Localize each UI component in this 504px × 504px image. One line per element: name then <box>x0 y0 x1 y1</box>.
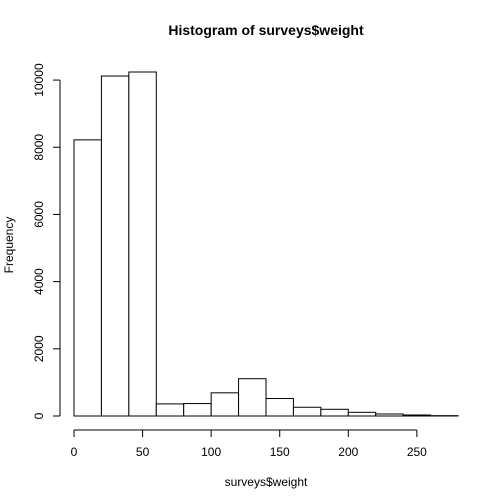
histogram-bar <box>128 71 157 417</box>
x-tick-label: 200 <box>338 445 358 459</box>
histogram-bar <box>320 408 349 417</box>
y-tick-label: 6000 <box>32 201 46 228</box>
histogram-bar <box>265 398 294 417</box>
y-tick-label: 8000 <box>32 134 46 161</box>
y-tick-label: 10000 <box>32 63 46 97</box>
y-tick-label: 0 <box>32 412 46 419</box>
histogram-bar <box>73 139 102 417</box>
y-tick-label: 2000 <box>32 335 46 362</box>
histogram-bar <box>238 378 267 417</box>
x-axis: 0 50 100 150 200 250 <box>71 429 427 459</box>
histogram-bar <box>402 414 432 417</box>
x-tick-label: 150 <box>270 445 290 459</box>
y-tick-label: 4000 <box>32 268 46 295</box>
x-tick-label: 250 <box>407 445 427 459</box>
histogram-bar <box>210 392 240 417</box>
histogram-bar <box>155 403 185 417</box>
histogram-bar <box>100 75 130 417</box>
x-axis-label: surveys$weight <box>225 475 308 489</box>
y-axis: 0 2000 4000 6000 8000 10000 <box>32 63 61 419</box>
histogram-bar <box>292 406 322 417</box>
histogram-bar <box>183 403 212 417</box>
histogram-bar <box>347 411 377 417</box>
chart-title: Histogram of surveys$weight <box>168 22 364 38</box>
x-tick-label: 50 <box>136 445 150 459</box>
y-axis-label: Frequency <box>2 217 16 274</box>
bars-group <box>73 71 459 417</box>
x-tick-label: 100 <box>201 445 221 459</box>
histogram-bar <box>375 413 404 417</box>
x-tick-label: 0 <box>71 445 78 459</box>
